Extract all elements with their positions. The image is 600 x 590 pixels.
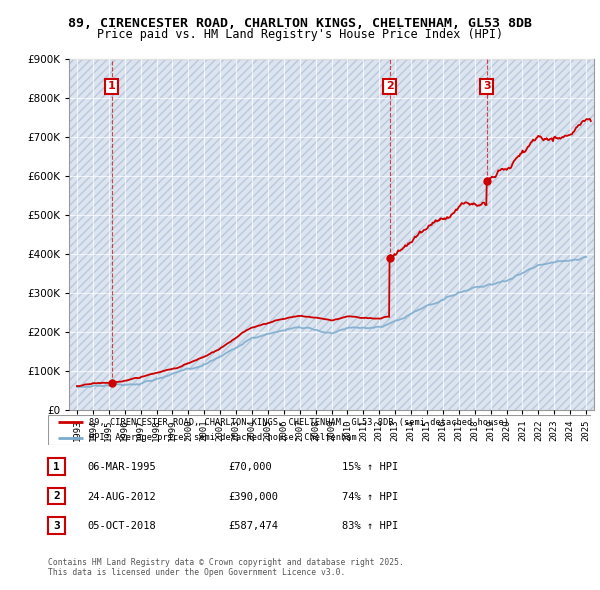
- Text: £587,474: £587,474: [228, 522, 278, 531]
- Text: 05-OCT-2018: 05-OCT-2018: [87, 522, 156, 531]
- Text: £390,000: £390,000: [228, 492, 278, 502]
- Text: £70,000: £70,000: [228, 463, 272, 472]
- Text: 1: 1: [108, 81, 116, 91]
- Text: 2: 2: [386, 81, 394, 91]
- Text: 89, CIRENCESTER ROAD, CHARLTON KINGS, CHELTENHAM, GL53 8DB: 89, CIRENCESTER ROAD, CHARLTON KINGS, CH…: [68, 17, 532, 30]
- Text: 15% ↑ HPI: 15% ↑ HPI: [342, 463, 398, 472]
- Text: 24-AUG-2012: 24-AUG-2012: [87, 492, 156, 502]
- Text: 1: 1: [53, 462, 60, 471]
- Text: HPI: Average price, semi-detached house, Cheltenham: HPI: Average price, semi-detached house,…: [89, 433, 356, 442]
- Text: Price paid vs. HM Land Registry's House Price Index (HPI): Price paid vs. HM Land Registry's House …: [97, 28, 503, 41]
- Text: 06-MAR-1995: 06-MAR-1995: [87, 463, 156, 472]
- Text: 2: 2: [53, 491, 60, 501]
- Text: 83% ↑ HPI: 83% ↑ HPI: [342, 522, 398, 531]
- Text: 3: 3: [483, 81, 491, 91]
- Text: 89, CIRENCESTER ROAD, CHARLTON KINGS, CHELTENHAM, GL53 8DB (semi-detached house): 89, CIRENCESTER ROAD, CHARLTON KINGS, CH…: [89, 418, 509, 427]
- Text: 3: 3: [53, 521, 60, 530]
- Text: Contains HM Land Registry data © Crown copyright and database right 2025.
This d: Contains HM Land Registry data © Crown c…: [48, 558, 404, 577]
- Text: 74% ↑ HPI: 74% ↑ HPI: [342, 492, 398, 502]
